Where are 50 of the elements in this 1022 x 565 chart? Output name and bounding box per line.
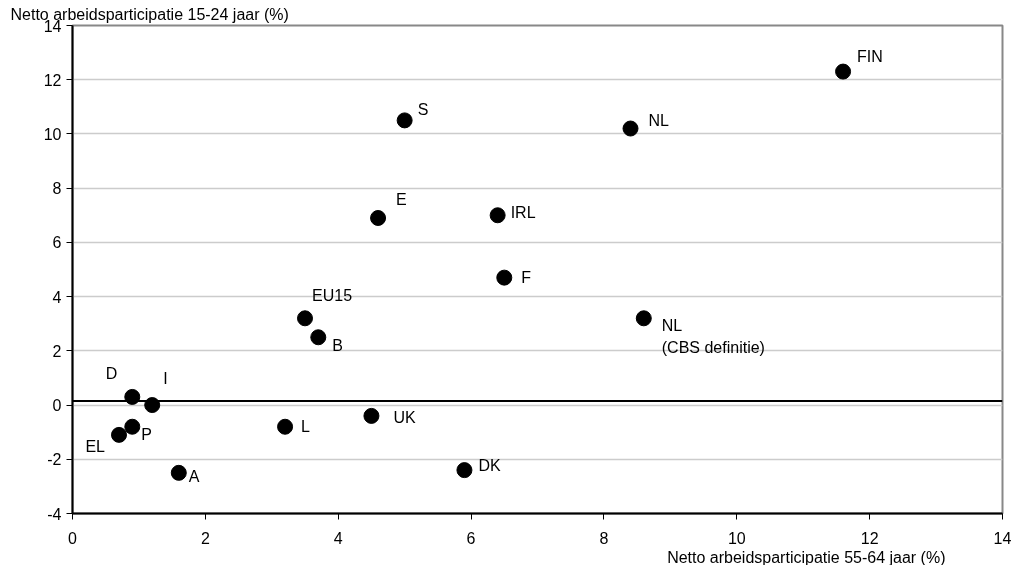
y-tick-label: 8	[52, 180, 62, 198]
x-tick-label: 6	[466, 529, 476, 547]
x-tick-label: 12	[860, 529, 879, 547]
point	[277, 418, 294, 435]
y-tick-label: 2	[52, 342, 62, 360]
x-tick-label: 4	[333, 529, 343, 547]
annotation: P	[141, 426, 152, 444]
x-tick-label: 8	[599, 529, 609, 547]
point	[310, 329, 327, 346]
y-tick-label: 10	[43, 125, 62, 143]
annotation: F	[521, 269, 532, 287]
point	[489, 207, 506, 224]
point	[370, 210, 387, 226]
point	[363, 407, 380, 424]
annotation: I	[163, 369, 168, 387]
y-tick-label: -2	[47, 451, 62, 469]
x-tick-label: 14	[993, 529, 1012, 547]
annotation: UK	[393, 409, 416, 427]
annotation: FIN	[857, 48, 883, 66]
y-tick-label: -4	[47, 505, 62, 523]
point	[622, 120, 639, 137]
annotation: EL	[85, 438, 106, 456]
annotation: DK	[478, 456, 501, 474]
annotation: L	[301, 418, 311, 436]
point	[170, 464, 187, 481]
point	[635, 310, 652, 327]
point	[297, 310, 313, 327]
x-axis-title: Netto arbeidsparticipatie 55-64 jaar (%)	[667, 548, 946, 565]
x-tick-label: 0	[68, 529, 78, 547]
annotation: D	[105, 365, 118, 383]
y-tick-label: 12	[43, 71, 62, 89]
point	[111, 426, 127, 443]
x-tick-label: 2	[200, 529, 210, 547]
y-tick-label: 0	[52, 397, 62, 415]
point	[396, 112, 413, 129]
annotation: IRL	[510, 203, 536, 221]
annotation: NL (CBS definitie)	[661, 317, 765, 357]
y-tick-label: 4	[52, 288, 62, 306]
point	[496, 269, 513, 286]
annotation: A	[188, 468, 200, 486]
annotation: EU15	[312, 286, 353, 304]
point	[456, 462, 473, 479]
point	[835, 63, 852, 80]
point	[124, 418, 141, 435]
y-tick-label: 6	[52, 234, 62, 252]
annotation: E	[396, 191, 407, 209]
annotation: B	[332, 336, 343, 354]
annotation: NL	[648, 112, 670, 130]
annotation: S	[417, 100, 429, 118]
x-tick-label: 10	[727, 529, 746, 547]
